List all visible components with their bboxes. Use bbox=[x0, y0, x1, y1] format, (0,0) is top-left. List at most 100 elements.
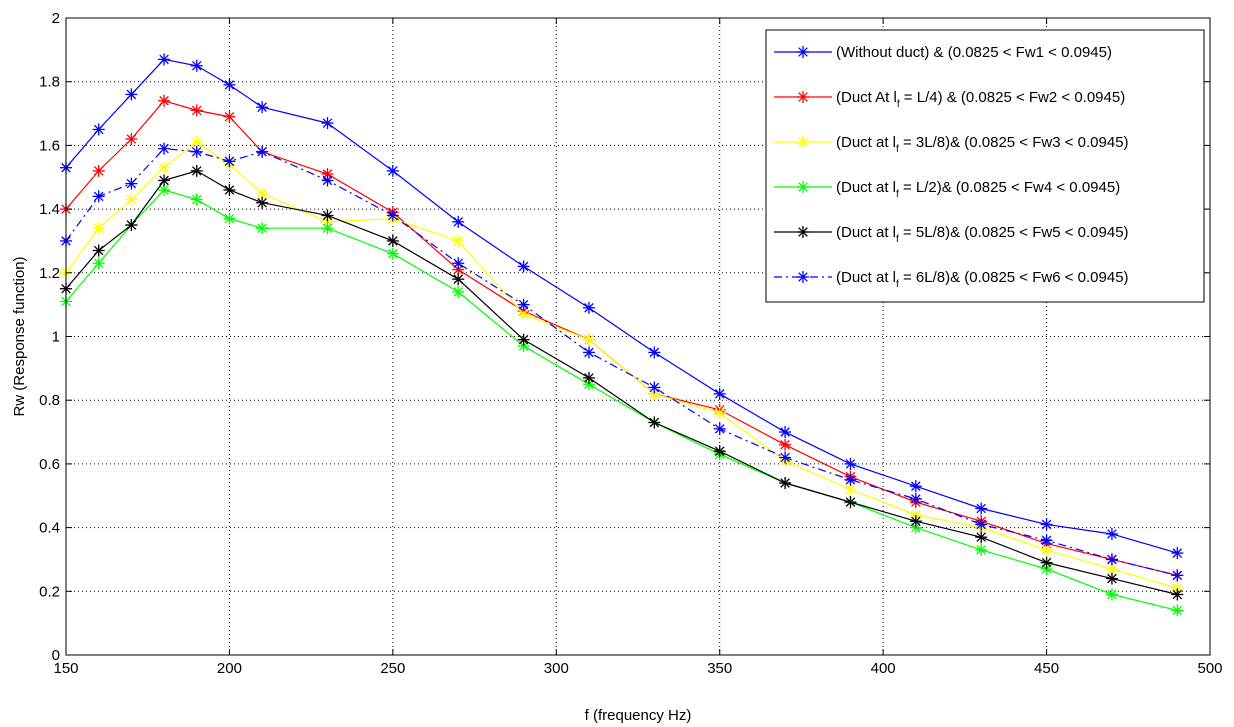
data-point bbox=[158, 53, 171, 66]
y-tick-label: 1.8 bbox=[39, 74, 60, 91]
series-5 bbox=[60, 164, 1184, 601]
data-point bbox=[125, 133, 138, 146]
y-tick-label: 0 bbox=[52, 647, 60, 664]
data-point bbox=[975, 531, 988, 544]
data-point bbox=[190, 104, 203, 117]
data-point bbox=[452, 273, 465, 286]
legend-item: (Duct at lf = 6L/8)& (0.0825 < Fw6 < 0.0… bbox=[774, 269, 1129, 290]
data-point bbox=[386, 164, 399, 177]
data-point bbox=[1040, 518, 1053, 531]
x-tick-label: 150 bbox=[53, 660, 78, 677]
data-point bbox=[92, 222, 105, 235]
x-axis-label: f (frequency Hz) bbox=[585, 707, 692, 724]
data-point bbox=[1171, 604, 1184, 617]
data-point bbox=[452, 257, 465, 270]
y-tick-label: 2 bbox=[52, 10, 60, 27]
data-point bbox=[452, 285, 465, 298]
legend-item: (Duct at lf = L/2)& (0.0825 < Fw4 < 0.09… bbox=[774, 179, 1120, 200]
data-point bbox=[190, 164, 203, 177]
data-point bbox=[158, 183, 171, 196]
data-point bbox=[975, 543, 988, 556]
data-point bbox=[158, 142, 171, 155]
legend-label: (Duct at lf = 3L/8)& (0.0825 < Fw3 < 0.0… bbox=[836, 134, 1129, 155]
data-point bbox=[321, 174, 334, 187]
legend-item: (Duct At lf = L/4) & (0.0825 < Fw2 < 0.0… bbox=[774, 89, 1125, 110]
data-point bbox=[223, 212, 236, 225]
data-point bbox=[909, 480, 922, 493]
data-point bbox=[844, 473, 857, 486]
legend: (Without duct) & (0.0825 < Fw1 < 0.0945)… bbox=[765, 29, 1205, 303]
data-point bbox=[582, 371, 595, 384]
data-point bbox=[582, 301, 595, 314]
data-point bbox=[1040, 534, 1053, 547]
data-point bbox=[92, 190, 105, 203]
legend-marker bbox=[797, 226, 809, 238]
data-point bbox=[844, 457, 857, 470]
data-point bbox=[1171, 588, 1184, 601]
legend-item: (Duct at lf = 5L/8)& (0.0825 < Fw5 < 0.0… bbox=[774, 224, 1129, 245]
y-tick-label: 1.6 bbox=[39, 137, 60, 154]
legend-marker bbox=[797, 271, 809, 283]
y-tick-label: 0.4 bbox=[39, 520, 60, 537]
legend-label: (Duct at lf = 6L/8)& (0.0825 < Fw6 < 0.0… bbox=[836, 269, 1129, 290]
data-point bbox=[190, 193, 203, 206]
data-point bbox=[223, 78, 236, 91]
x-tick-label: 350 bbox=[707, 660, 732, 677]
data-point bbox=[779, 438, 792, 451]
data-point bbox=[648, 346, 661, 359]
data-point bbox=[582, 333, 595, 346]
y-axis-label: Rw (Response function) bbox=[11, 256, 28, 416]
data-point bbox=[1171, 569, 1184, 582]
y-tick-label: 1.4 bbox=[39, 201, 60, 218]
data-point bbox=[321, 222, 334, 235]
data-point bbox=[779, 477, 792, 490]
data-point bbox=[158, 94, 171, 107]
data-point bbox=[713, 387, 726, 400]
legend-marker bbox=[797, 181, 809, 193]
data-point bbox=[321, 117, 334, 130]
data-point bbox=[1105, 527, 1118, 540]
data-point bbox=[517, 298, 530, 311]
legend-label: (Without duct) & (0.0825 < Fw1 < 0.0945) bbox=[836, 44, 1112, 61]
data-point bbox=[125, 177, 138, 190]
legend-box bbox=[765, 29, 1205, 303]
data-point bbox=[1105, 572, 1118, 585]
legend-label: (Duct At lf = L/4) & (0.0825 < Fw2 < 0.0… bbox=[836, 89, 1125, 110]
legend-label: (Duct at lf = L/2)& (0.0825 < Fw4 < 0.09… bbox=[836, 179, 1120, 200]
data-point bbox=[158, 161, 171, 174]
axis-ticks: 150 200 250 300 350 400 450 500 0 0.2 0.4 0.6 0.8 1 1.… bbox=[39, 10, 1222, 677]
data-point bbox=[386, 234, 399, 247]
data-point bbox=[1040, 556, 1053, 569]
data-point bbox=[223, 155, 236, 168]
data-point bbox=[452, 215, 465, 228]
data-point bbox=[517, 333, 530, 346]
series-1 bbox=[60, 53, 1184, 560]
data-point bbox=[713, 406, 726, 419]
x-tick-label: 500 bbox=[1197, 660, 1222, 677]
data-point bbox=[256, 222, 269, 235]
legend-marker bbox=[797, 91, 809, 103]
data-point bbox=[92, 244, 105, 257]
x-tick-label: 450 bbox=[1034, 660, 1059, 677]
data-point bbox=[223, 110, 236, 123]
data-point bbox=[1171, 547, 1184, 560]
x-tick-label: 300 bbox=[544, 660, 569, 677]
data-point bbox=[321, 209, 334, 222]
data-point bbox=[386, 209, 399, 222]
data-point bbox=[779, 426, 792, 439]
legend-marker bbox=[797, 46, 809, 58]
data-point bbox=[1105, 588, 1118, 601]
x-tick-label: 200 bbox=[217, 660, 242, 677]
legend-item: (Duct at lf = 3L/8)& (0.0825 < Fw3 < 0.0… bbox=[774, 134, 1129, 155]
data-point bbox=[158, 174, 171, 187]
data-point bbox=[256, 101, 269, 114]
x-tick-label: 400 bbox=[871, 660, 896, 677]
data-point bbox=[92, 257, 105, 270]
data-point bbox=[386, 247, 399, 260]
data-point bbox=[648, 416, 661, 429]
data-point bbox=[92, 164, 105, 177]
data-point bbox=[256, 196, 269, 209]
data-point bbox=[517, 260, 530, 273]
data-point bbox=[125, 193, 138, 206]
